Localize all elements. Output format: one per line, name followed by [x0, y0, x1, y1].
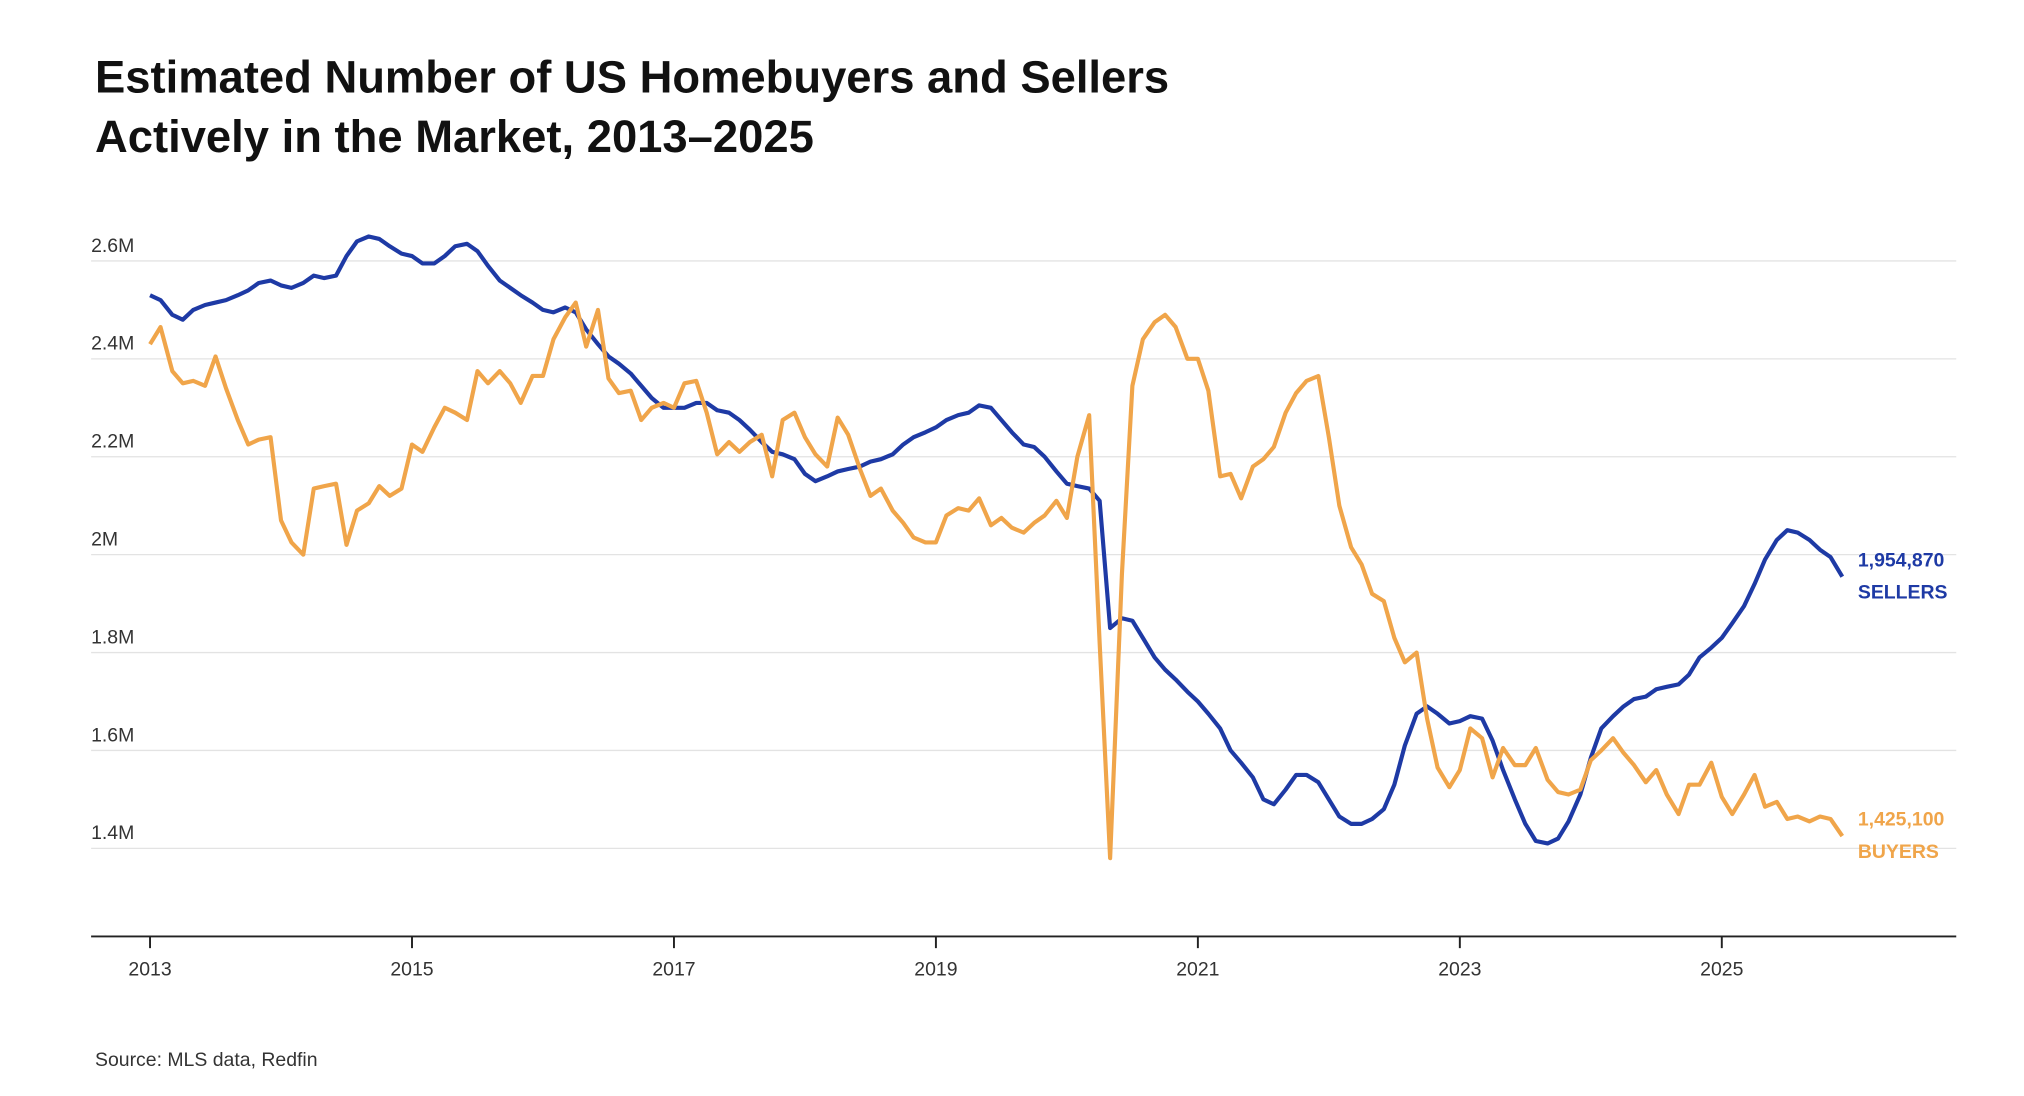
legend-label: BUYERS: [1858, 841, 1939, 863]
x-tick-label: 2025: [1700, 958, 1743, 980]
data-line: [149, 234, 1845, 846]
end-value-label: 1,425,100: [1858, 809, 1945, 831]
x-tick-label: 2019: [914, 958, 957, 980]
y-tick-label: 1.8M: [91, 626, 134, 648]
y-tick-label: 2.2M: [91, 431, 134, 453]
x-tick-label: 2013: [128, 958, 171, 980]
legend-label: SELLERS: [1858, 582, 1948, 604]
chart-title: Actively in the Market, 2013–2025: [95, 111, 814, 162]
x-tick-label: 2021: [1176, 958, 1219, 980]
x-tick-label: 2015: [390, 958, 433, 980]
x-tick-label: 2017: [652, 958, 695, 980]
x-tick-label: 2023: [1438, 958, 1481, 980]
chart-title: Estimated Number of US Homebuyers and Se…: [95, 51, 1169, 102]
data-line: [148, 300, 1844, 861]
y-tick-label: 2.6M: [91, 235, 134, 257]
end-value-label: 1,954,870: [1858, 549, 1945, 571]
y-tick-label: 1.4M: [91, 822, 134, 844]
source-note: Source: MLS data, Redfin: [95, 1049, 318, 1071]
y-tick-label: 2M: [91, 529, 118, 551]
y-tick-label: 2.4M: [91, 333, 134, 355]
y-tick-label: 1.6M: [91, 724, 134, 746]
